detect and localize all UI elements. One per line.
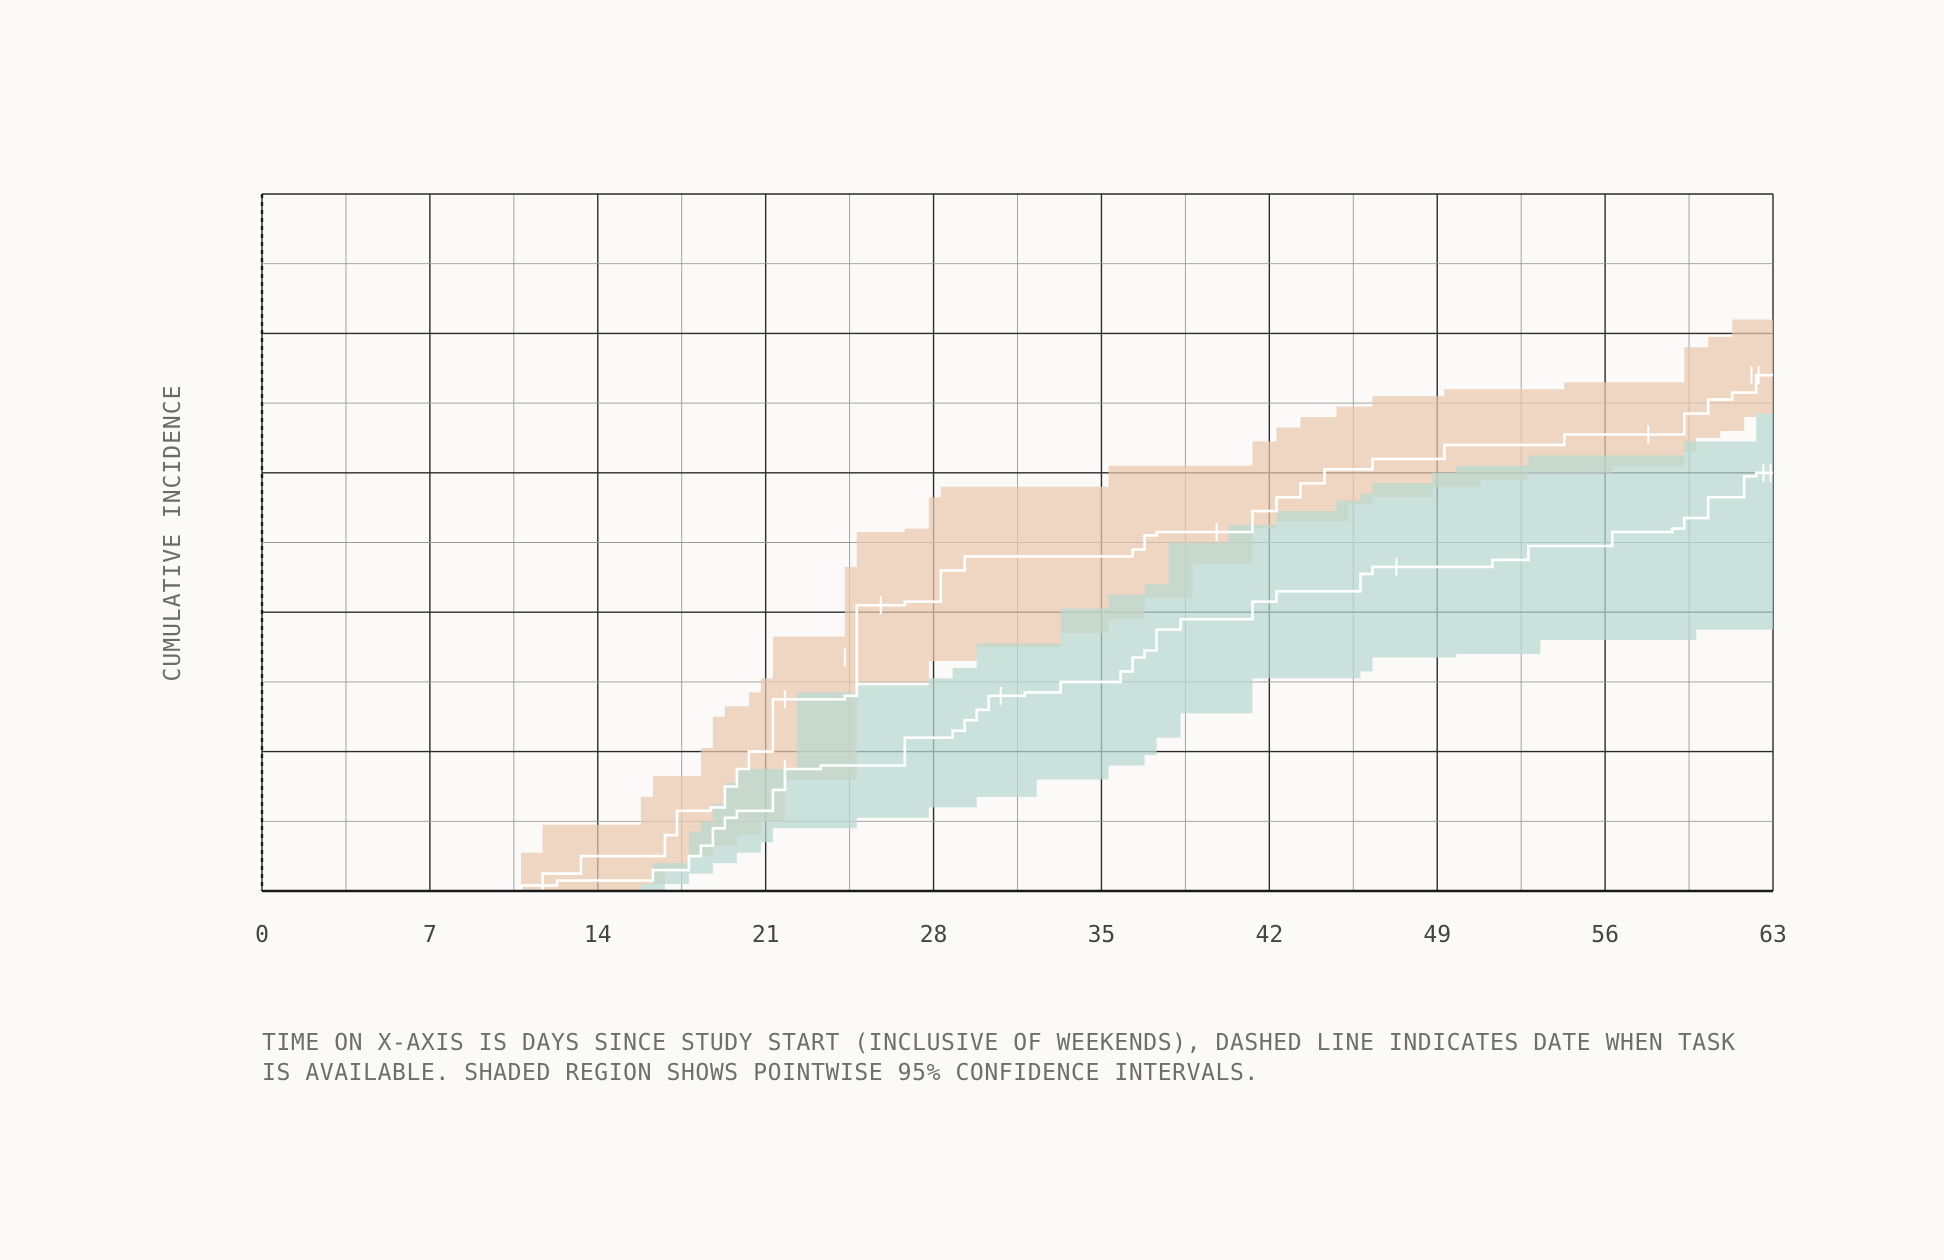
incidence-step-line-1 — [262, 373, 1773, 893]
x-tick-label: 28 — [920, 922, 948, 948]
x-tick-label: 0 — [255, 922, 269, 948]
x-tick-label: 7 — [423, 922, 437, 948]
series-lines — [262, 373, 1773, 893]
x-axis-tick-labels: 0 7 14 21 28 35 42 49 56 63 — [255, 922, 1787, 948]
confidence-band-2 — [262, 413, 1773, 891]
x-tick-label: 56 — [1591, 922, 1619, 948]
axes — [260, 194, 1773, 893]
x-tick-label: 21 — [752, 922, 780, 948]
censor-marks — [783, 366, 1772, 779]
incidence-step-line-2 — [262, 471, 1773, 893]
x-tick-label: 49 — [1423, 922, 1451, 948]
x-tick-label: 35 — [1088, 922, 1116, 948]
chart-caption: TIME ON X-AXIS IS DAYS SINCE STUDY START… — [262, 1030, 1736, 1086]
confidence-bands — [262, 319, 1773, 891]
confidence-band-1 — [262, 319, 1773, 891]
x-tick-label: 63 — [1759, 922, 1787, 948]
x-tick-label: 14 — [584, 922, 612, 948]
y-axis-label: CUMULATIVE INCIDENCE — [160, 385, 186, 682]
x-tick-label: 42 — [1255, 922, 1283, 948]
